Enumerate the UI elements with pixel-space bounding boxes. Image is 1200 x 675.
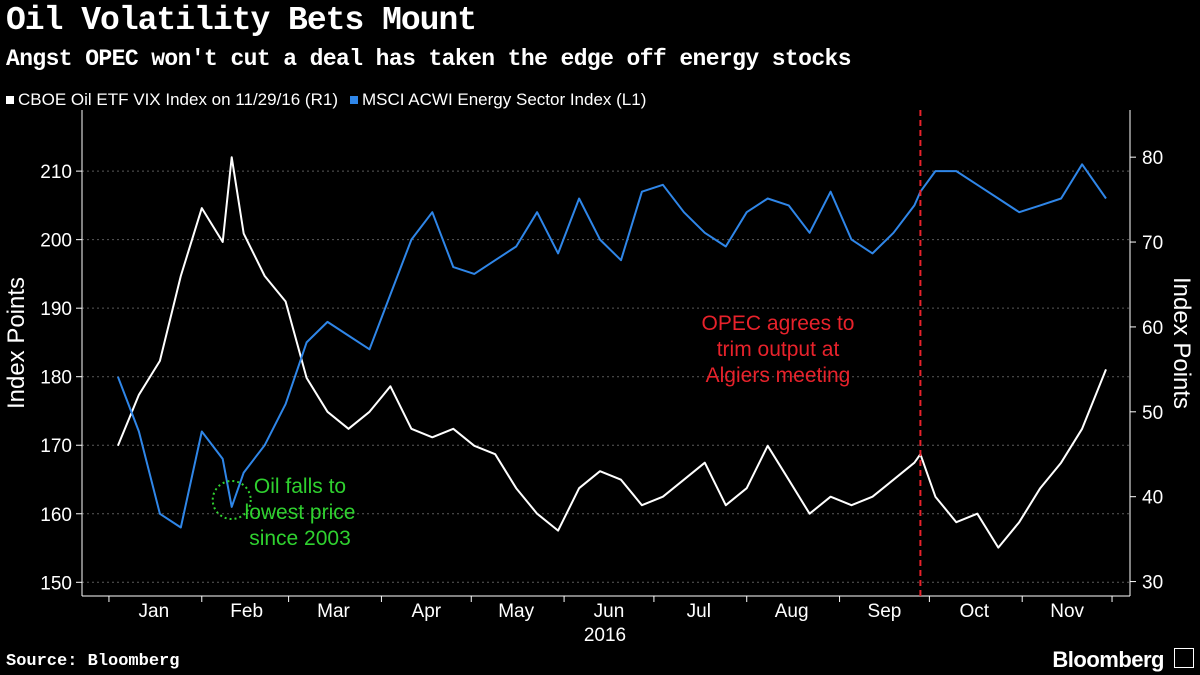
y-right-tick-30: 30 (1142, 573, 1163, 594)
y-right-tick-50: 50 (1142, 403, 1163, 424)
legend: CBOE Oil ETF VIX Index on 11/29/16 (R1) … (6, 90, 658, 110)
x-tick-jul: Jul (687, 601, 711, 622)
chart-title: Oil Volatility Bets Mount (6, 2, 477, 39)
bloomberg-logo: Bloomberg (1052, 647, 1164, 672)
x-tick-sep: Sep (868, 601, 902, 622)
y-right-tick-40: 40 (1142, 488, 1163, 509)
oil-low-marker-circle (211, 480, 252, 520)
annotation-oil-low-line-1: Oil falls to (254, 475, 346, 498)
y-left-tick-190: 190 (40, 299, 72, 320)
legend-label-energy: MSCI ACWI Energy Sector Index (L1) (362, 90, 647, 109)
y-axis-right-title: Index Points (1168, 277, 1195, 409)
x-tick-apr: Apr (412, 601, 442, 622)
x-tick-feb: Feb (230, 601, 263, 622)
tick-labels: 150 160 170 180 190 200 210 30 40 50 60 70 80 Jan Feb M… (40, 148, 1163, 622)
y-axis-left-title: Index Points (3, 277, 30, 409)
legend-item-vix: CBOE Oil ETF VIX Index on 11/29/16 (R1) (6, 90, 338, 110)
legend-swatch-energy (350, 96, 358, 104)
grid-lines (82, 170, 1130, 583)
y-left-tick-170: 170 (40, 436, 72, 457)
bloomberg-terminal-icon (1174, 648, 1194, 668)
y-left-tick-200: 200 (40, 231, 72, 252)
annotation-opec-line-1: OPEC agrees to (702, 312, 855, 335)
annotation-opec-line-3: Algiers meeting (706, 364, 851, 387)
chart-subtitle: Angst OPEC won't cut a deal has taken th… (6, 46, 852, 72)
legend-item-energy: MSCI ACWI Energy Sector Index (L1) (350, 90, 646, 110)
x-tick-jan: Jan (139, 601, 170, 622)
annotation-opec-line-2: trim output at (717, 338, 840, 361)
legend-label-vix: CBOE Oil ETF VIX Index on 11/29/16 (R1) (18, 90, 338, 109)
y-right-tick-80: 80 (1142, 148, 1163, 169)
annotation-oil-low-line-3: since 2003 (249, 527, 351, 550)
x-axis-year-label: 2016 (584, 625, 626, 646)
series-lines (116, 156, 1107, 549)
y-right-tick-70: 70 (1142, 233, 1163, 254)
annotation-oil-low-line-2: lowest price (245, 501, 356, 524)
y-right-tick-60: 60 (1142, 318, 1163, 339)
x-tick-mar: Mar (317, 601, 350, 622)
series-line-vix (116, 156, 1107, 549)
y-left-tick-150: 150 (40, 573, 72, 594)
y-left-tick-160: 160 (40, 505, 72, 526)
x-tick-jun: Jun (594, 601, 625, 622)
x-tick-nov: Nov (1050, 601, 1084, 622)
legend-swatch-vix (6, 96, 14, 104)
source-note: Source: Bloomberg (6, 652, 180, 671)
axes (76, 110, 1136, 602)
y-left-tick-180: 180 (40, 368, 72, 389)
x-tick-aug: Aug (775, 601, 809, 622)
y-left-tick-210: 210 (40, 162, 72, 183)
x-tick-oct: Oct (960, 601, 990, 622)
annotations: OPEC agrees to trim output at Algiers meet… (211, 110, 922, 596)
series-line-energy (116, 163, 1107, 529)
x-tick-may: May (498, 601, 534, 622)
